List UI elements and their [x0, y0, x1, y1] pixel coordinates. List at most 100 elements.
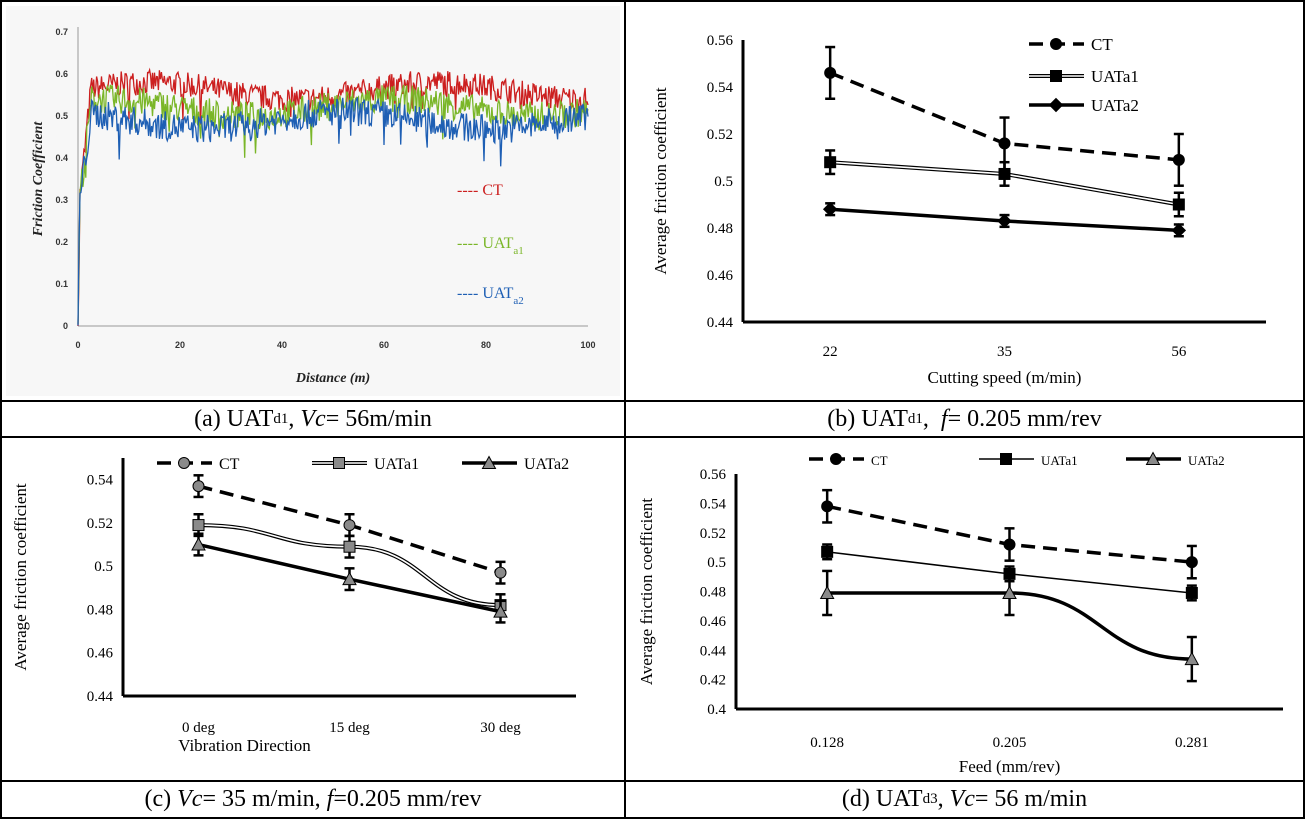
data-point-CT — [343, 519, 356, 532]
panel-c: 0.44 0.46 0.48 0.5 0.52 0.54 0 deg 15 deg 30 deg… — [0, 436, 626, 782]
data-point-UATa2 — [1002, 585, 1017, 599]
x-tick-label: 22 — [823, 344, 838, 360]
data-point-UATa2 — [191, 536, 206, 551]
legend-marker-UATa1 — [1050, 70, 1062, 82]
plot-background — [6, 6, 620, 396]
data-point-UATa2 — [1184, 651, 1200, 666]
caption-a-prefix: (a) UAT — [194, 405, 274, 432]
caption-b-sub: d1 — [907, 410, 923, 427]
y-tick-label: 0.44 — [707, 315, 734, 331]
caption-d-suffix: = 56 m/min — [974, 786, 1088, 812]
legend-label-UATa1: UATa1 — [1041, 453, 1078, 468]
y-tick-label: 0.48 — [87, 602, 113, 618]
data-point-UATa2 — [819, 585, 835, 599]
y-tick-label: 0.44 — [700, 643, 727, 659]
y-tick-label: 0.7 — [55, 27, 68, 37]
y-tick-label: 0.6 — [55, 69, 68, 79]
y-tick-label: 0 — [63, 321, 68, 331]
caption-c-italic2: f — [326, 786, 334, 812]
caption-d-sub: d3 — [922, 791, 938, 807]
y-axis-title: Average friction coefficient — [11, 483, 30, 670]
caption-d-prefix: (d) UAT — [841, 786, 923, 812]
caption-b-prefix: (b) UAT — [827, 405, 908, 432]
data-point-UATa2 — [822, 201, 838, 217]
legend-label-UATa1: UATa1 — [1091, 67, 1139, 86]
legend-label-sub: a1 — [513, 245, 523, 257]
data-point-CT — [1003, 538, 1016, 551]
x-tick-label: 40 — [277, 340, 287, 350]
data-point-UATa1 — [343, 540, 356, 553]
x-tick-label: 56 — [1171, 344, 1187, 360]
data-point-CT — [824, 66, 837, 79]
data-point-UATa1 — [1185, 586, 1198, 599]
data-point-CT — [821, 500, 834, 513]
caption-c-mid: = 35 m/min, — [202, 786, 327, 812]
caption-c-italic: Vc — [177, 786, 203, 812]
y-tick-label: 0.44 — [87, 689, 114, 705]
data-point-UATa2 — [342, 571, 357, 586]
x-tick-label: 15 deg — [329, 720, 370, 736]
y-tick-label: 0.52 — [87, 516, 113, 532]
data-point-UATa1 — [824, 156, 837, 169]
legend-label-CT: CT — [871, 453, 888, 468]
y-tick-label: 0.5 — [714, 174, 733, 190]
x-tick-label: 30 deg — [480, 720, 521, 736]
legend-label-UATa2: UATa2 — [1091, 96, 1139, 115]
data-point-CT — [192, 480, 205, 493]
legend-label-CT: ---- CT — [457, 182, 503, 199]
x-tick-label: 0.281 — [1175, 735, 1209, 751]
caption-c-suffix: =0.205 mm/rev — [333, 786, 482, 812]
y-axis-title: Average friction coefficient — [637, 498, 656, 685]
data-point-UATa2 — [493, 604, 508, 618]
panel-a: 0 0.1 0.2 0.3 0.4 0.5 0.6 0.7 0 20 40 60 80 100 Distan… — [0, 0, 626, 402]
y-axis-title: Friction Coefficient — [31, 121, 46, 238]
data-point-CT — [1185, 556, 1198, 569]
data-point-UATa1 — [192, 519, 205, 532]
data-point-UATa2 — [997, 213, 1012, 229]
caption-a: (a) UAT d1, Vc = 56m/min — [0, 400, 626, 438]
data-point-UATa1 — [1172, 198, 1185, 211]
caption-b-suffix: = 0.205 mm/rev — [947, 405, 1102, 432]
data-point-UATa2 — [1171, 223, 1187, 238]
x-tick-label: 100 — [580, 340, 595, 350]
x-axis-title: Distance (m) — [295, 371, 370, 386]
caption-d-italic: Vc — [949, 786, 975, 812]
legend-marker-CT — [178, 457, 190, 469]
caption-d-mid: , — [937, 786, 950, 812]
y-tick-label: 0.5 — [55, 111, 68, 121]
caption-b-mid: , — [922, 405, 941, 432]
y-tick-label: 0.5 — [94, 559, 113, 575]
legend-marker-CT — [830, 453, 842, 465]
caption-a-italic: Vc — [300, 405, 326, 432]
y-tick-label: 0.2 — [55, 237, 68, 247]
x-tick-label: 20 — [175, 340, 185, 350]
legend-marker-UATa1 — [333, 457, 345, 469]
legend-label-CT: CT — [1091, 35, 1113, 54]
x-tick-label: 0.205 — [993, 735, 1027, 751]
legend-marker-UATa1 — [1000, 453, 1012, 465]
y-tick-label: 0.4 — [55, 153, 68, 163]
data-point-CT — [998, 137, 1011, 150]
caption-d: (d) UAT d3, Vc = 56 m/min — [624, 780, 1305, 819]
chart-b: 0.44 0.46 0.48 0.5 0.52 0.54 0.56 22 35 56 Cutting… — [651, 33, 1266, 387]
panel-b: 0.44 0.46 0.48 0.5 0.52 0.54 0.56 22 35 56 Cutting… — [624, 0, 1305, 402]
y-tick-label: 0.56 — [707, 33, 734, 49]
y-tick-label: 0.56 — [700, 467, 727, 483]
panel-d: 0.4 0.42 0.44 0.46 0.48 0.5 0.52 0.54 0.56 0.128 0… — [624, 436, 1305, 782]
x-tick-label: 0.128 — [810, 735, 844, 751]
data-point-UATa1 — [821, 545, 834, 558]
y-tick-label: 0.48 — [707, 221, 733, 237]
y-tick-label: 0.42 — [700, 673, 726, 689]
x-tick-label: 60 — [379, 340, 389, 350]
y-tick-label: 0.3 — [55, 195, 68, 205]
legend-label-UATa1: UATa1 — [374, 456, 419, 473]
x-tick-label: 80 — [481, 340, 491, 350]
legend-label-UATa2: UATa2 — [1188, 453, 1225, 468]
caption-a-suffix: = 56m/min — [325, 405, 432, 432]
y-axis-title: Average friction coefficient — [651, 87, 670, 274]
caption-c-prefix: (c) — [144, 786, 178, 812]
legend-marker-UATa2 — [481, 455, 497, 469]
data-point-UATa1 — [998, 167, 1011, 180]
chart-d: 0.4 0.42 0.44 0.46 0.48 0.5 0.52 0.54 0.56 0.128 0… — [637, 451, 1283, 776]
